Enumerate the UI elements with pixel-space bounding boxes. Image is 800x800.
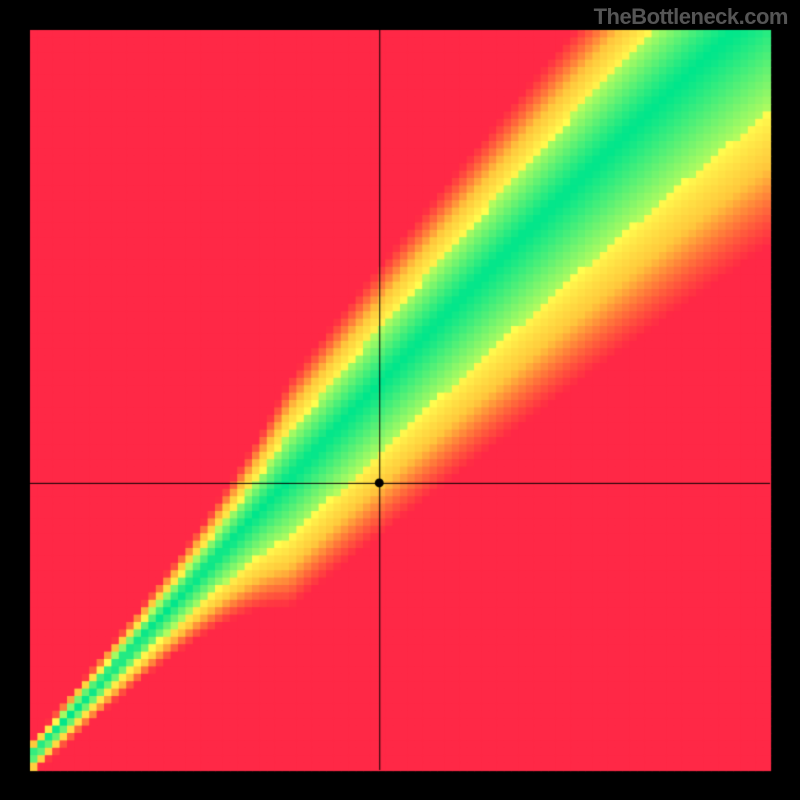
chart-container: TheBottleneck.com [0, 0, 800, 800]
watermark-text: TheBottleneck.com [594, 4, 788, 30]
heatmap-canvas [0, 0, 800, 800]
